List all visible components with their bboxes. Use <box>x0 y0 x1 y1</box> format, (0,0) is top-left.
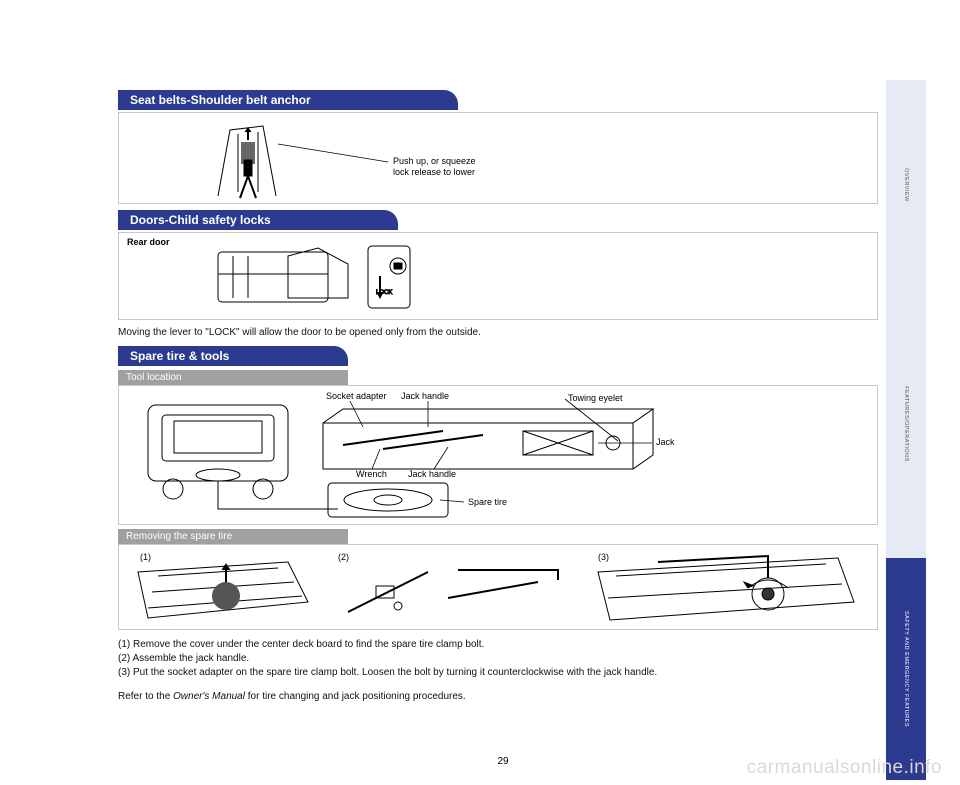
sub-tool-location: Tool location <box>118 370 348 385</box>
tab-features: FEATURES/OPERATIONS <box>886 290 926 558</box>
illus-remove: (1) (2) (3) <box>128 546 868 628</box>
page-root: OVERVIEW FEATURES/OPERATIONS SAFETY AND … <box>0 0 960 785</box>
steps-text: (1) Remove the cover under the center de… <box>118 638 808 704</box>
lbl-sparetire: Spare tire <box>468 497 507 507</box>
sidebar-tabs: OVERVIEW FEATURES/OPERATIONS SAFETY AND … <box>886 0 926 785</box>
tab-safety: SAFETY AND EMERGENCY FEATURES <box>886 558 926 780</box>
header-seatbelt: Seat belts-Shoulder belt anchor <box>118 90 458 110</box>
header-spare: Spare tire & tools <box>118 346 348 366</box>
tab-features-label: FEATURES/OPERATIONS <box>903 386 909 462</box>
lbl-socket: Socket adapter <box>326 391 387 401</box>
illus-seatbelt: Push up, or squeeze lock release to lowe… <box>128 114 868 202</box>
sub-rear-door: Rear door <box>127 237 170 247</box>
section-spare: Spare tire & tools Tool location <box>118 346 888 704</box>
refer-pre: Refer to the <box>118 691 173 702</box>
callout-seatbelt-2: lock release to lower <box>393 167 475 177</box>
page-content: Seat belts-Shoulder belt anchor Push up <box>118 90 888 770</box>
tab-overview: OVERVIEW <box>886 80 926 290</box>
tab-overview-label: OVERVIEW <box>903 168 909 202</box>
panel-seatbelt: Push up, or squeeze lock release to lowe… <box>118 112 878 204</box>
header-childlock: Doors-Child safety locks <box>118 210 398 230</box>
sub-removing: Removing the spare tire <box>118 529 348 544</box>
step3-text: (3) Put the socket adapter on the spare … <box>118 666 808 680</box>
section-childlock: Doors-Child safety locks Rear door <box>118 210 888 340</box>
illus-tools: Socket adapter Jack handle Towing eyelet… <box>128 387 868 523</box>
illus-childlock: LOCK <box>128 234 868 318</box>
lbl-jack: Jack <box>656 437 675 447</box>
step-num-3: (3) <box>598 552 609 562</box>
tab-safety-label: SAFETY AND EMERGENCY FEATURES <box>903 611 909 727</box>
lbl-wrench: Wrench <box>356 469 387 479</box>
section-seatbelt: Seat belts-Shoulder belt anchor Push up <box>118 90 888 204</box>
refer-text: Refer to the Owner's Manual for tire cha… <box>118 690 808 704</box>
panel-childlock: Rear door LOCK <box>118 232 878 320</box>
panel-removing: (1) (2) (3) <box>118 544 878 630</box>
page-number: 29 <box>497 756 508 767</box>
step1-text: (1) Remove the cover under the center de… <box>118 638 808 652</box>
step2-text: (2) Assemble the jack handle. <box>118 652 808 666</box>
callout-seatbelt-1: Push up, or squeeze <box>393 156 476 166</box>
refer-em: Owner's Manual <box>173 691 245 702</box>
panel-tool-location: Socket adapter Jack handle Towing eyelet… <box>118 385 878 525</box>
text-childlock: Moving the lever to "LOCK" will allow th… <box>118 326 808 340</box>
step-num-2: (2) <box>338 552 349 562</box>
lbl-jackhandle2: Jack handle <box>408 469 456 479</box>
lbl-jackhandle: Jack handle <box>401 391 449 401</box>
lbl-towing: Towing eyelet <box>568 393 623 403</box>
step-num-1: (1) <box>140 552 151 562</box>
refer-post: for tire changing and jack positioning p… <box>245 691 466 702</box>
watermark: carmanualsonline.info <box>747 757 942 779</box>
